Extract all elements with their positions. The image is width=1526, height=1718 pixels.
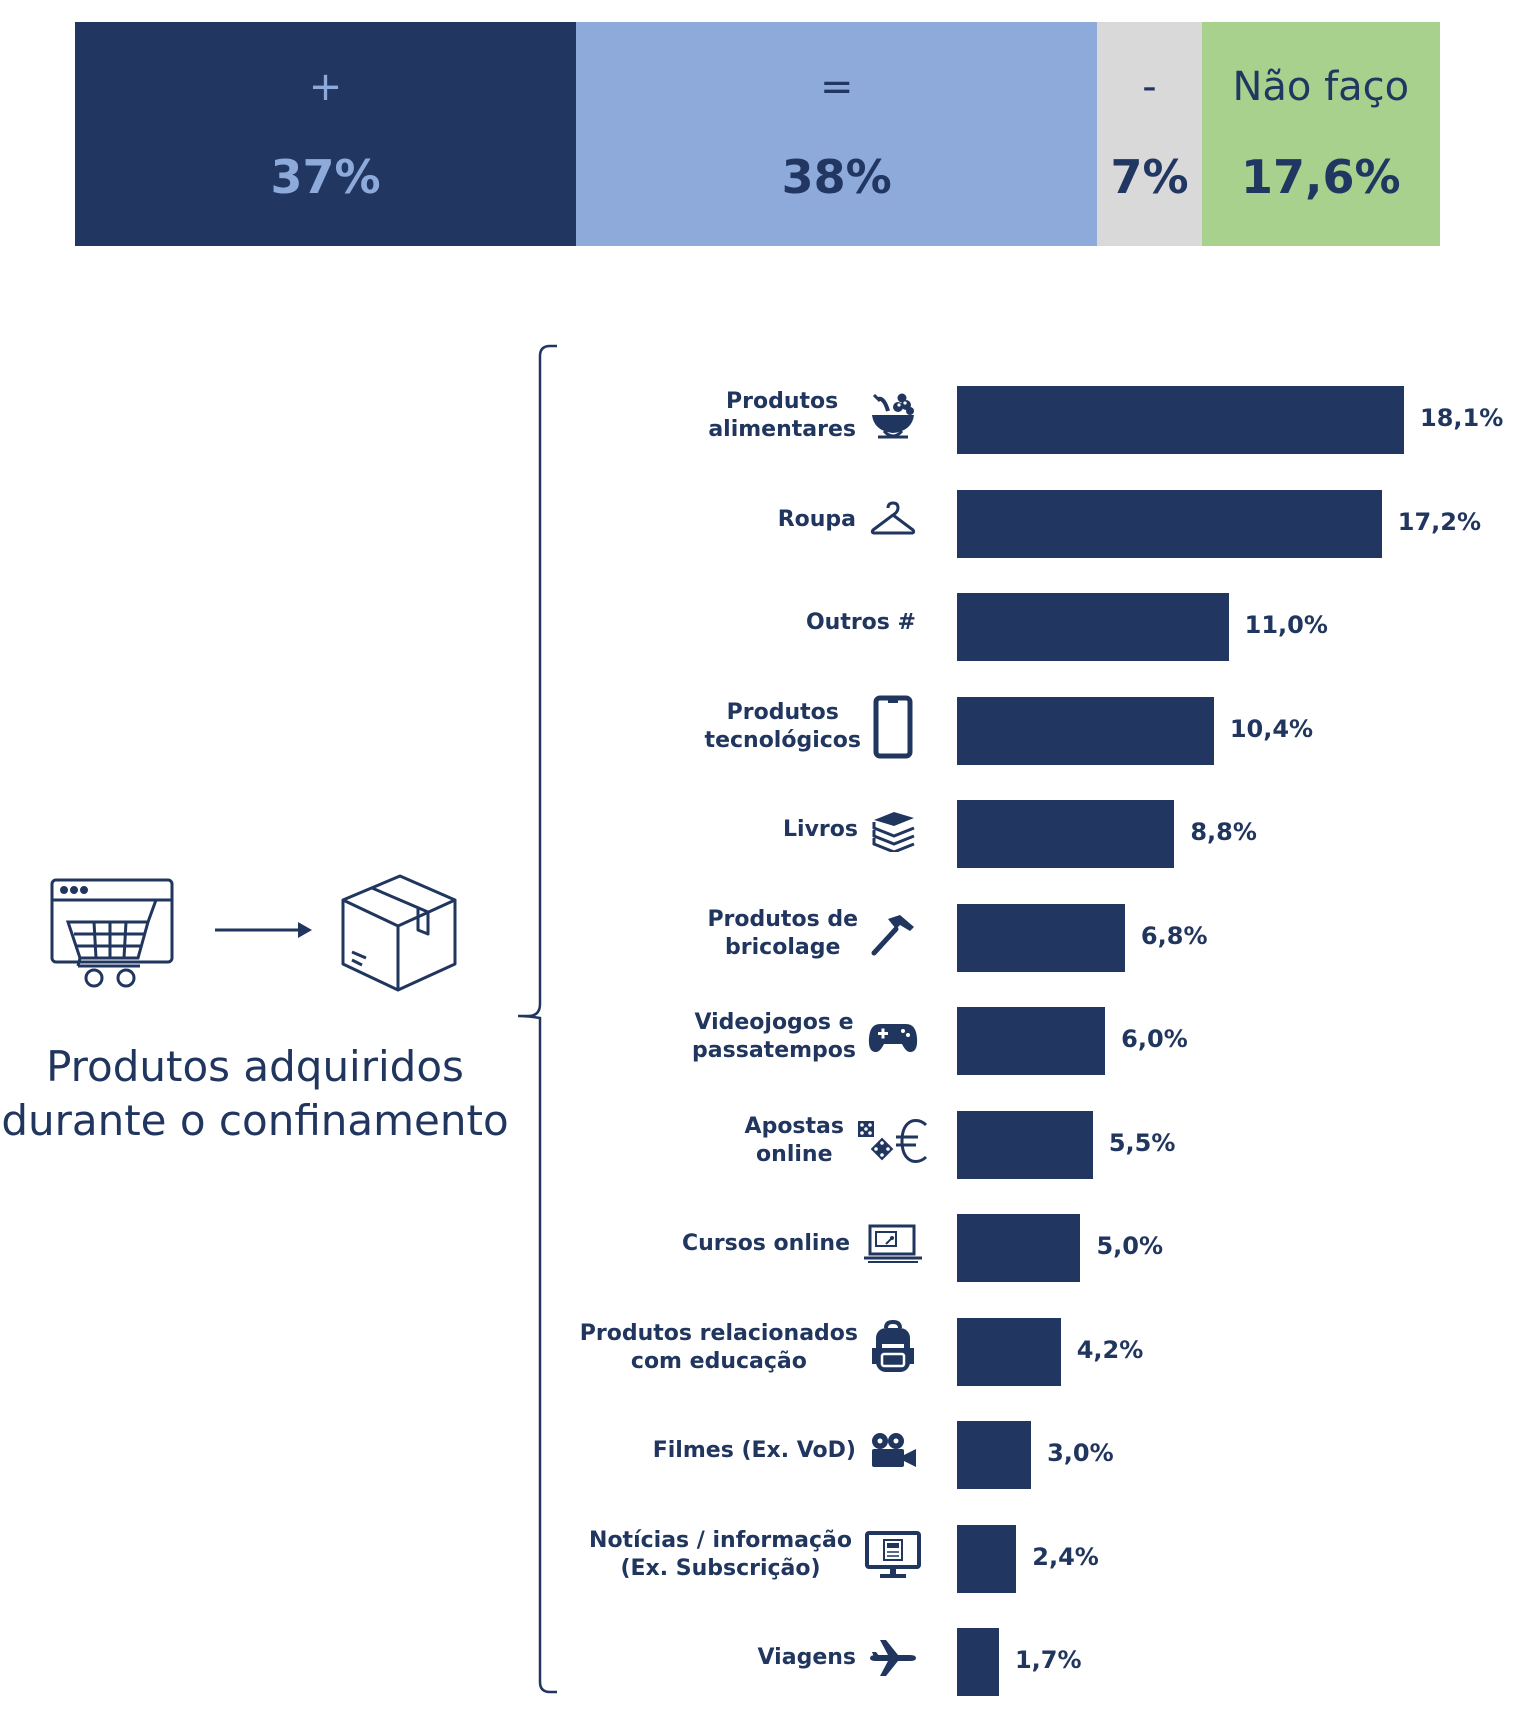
summary-segment-symbol: Não faço xyxy=(1232,64,1410,110)
category-label-line: Cursos online xyxy=(681,1231,850,1256)
bar-value-label: 8,8% xyxy=(1190,818,1257,846)
category-label: Produtos tecnológicos xyxy=(705,699,861,755)
bar-value-label: 2,4% xyxy=(1032,1542,1099,1571)
hammer-icon xyxy=(871,914,914,955)
shopping-cart-window-icon xyxy=(50,878,174,988)
summary-segment-symbol: - xyxy=(1142,64,1157,110)
category-label-line: Roupa xyxy=(777,506,856,532)
category-label: Notícias / informação (Ex. Subscrição) xyxy=(589,1527,852,1583)
bar-value-label: 18,1% xyxy=(1420,404,1504,432)
summary-segment-1: +37% xyxy=(75,22,577,246)
package-box-icon xyxy=(341,874,457,992)
category-label-line: Apostas xyxy=(744,1113,844,1139)
category-label-line: bricolage xyxy=(725,934,841,960)
smartphone-icon xyxy=(873,695,913,758)
bar-value-label: 4,2% xyxy=(1076,1335,1144,1364)
summary-segment-3: - 7% xyxy=(1097,22,1202,246)
left-title: Produtos adquiridos durante o confinamen… xyxy=(0,1040,510,1148)
bar xyxy=(957,489,1382,558)
category-label: Livros xyxy=(783,816,858,844)
bar xyxy=(957,593,1229,661)
bar-value-label: 6,0% xyxy=(1121,1025,1188,1053)
left-title-line-2: durante o confinamento xyxy=(1,1096,509,1145)
backpack-icon xyxy=(872,1319,914,1372)
summary-segment-4: Não faço 17,6% xyxy=(1201,22,1440,246)
fruit-basket-icon xyxy=(872,393,914,439)
bar xyxy=(957,903,1125,972)
category-label: Videojogos e passatempos xyxy=(692,1009,856,1065)
film-camera-icon xyxy=(872,1433,916,1467)
category-label: Filmes (Ex. VoD) xyxy=(653,1437,856,1465)
bar-value-label: 10,4% xyxy=(1229,714,1314,743)
bar xyxy=(957,1628,999,1696)
category-label-line: Produtos xyxy=(726,699,839,725)
bar xyxy=(957,1317,1061,1386)
bar-value-label: 1,7% xyxy=(1014,1646,1082,1674)
online-purchase-illustration xyxy=(50,874,457,992)
category-label: Apostas online xyxy=(745,1113,844,1169)
bar xyxy=(957,1524,1017,1593)
category-label-line: Outros # xyxy=(805,610,916,635)
laptop-icon xyxy=(864,1224,922,1263)
airplane-icon xyxy=(870,1640,916,1676)
gamepad-icon xyxy=(868,1024,918,1052)
bar xyxy=(957,1214,1081,1282)
category-label-line: tecnológicos xyxy=(704,727,861,753)
summary-segment-value: 7% xyxy=(1110,150,1189,204)
bar xyxy=(957,1421,1032,1489)
category-label: Produtos relacionados com educação xyxy=(580,1320,858,1376)
category-label: Viagens xyxy=(758,1644,856,1672)
grouping-bracket xyxy=(517,344,557,1694)
category-label: Roupa xyxy=(778,506,856,534)
bar xyxy=(957,1007,1106,1075)
bar-value-label: 17,2% xyxy=(1397,507,1482,536)
summary-segment-value: 17,6% xyxy=(1241,150,1401,204)
summary-segment-2: = 38% xyxy=(576,22,1098,246)
bar-value-label: 5,0% xyxy=(1096,1232,1164,1260)
bar-value-label: 6,8% xyxy=(1140,921,1208,950)
dice-euro-icon xyxy=(858,1118,928,1163)
arrow-right-icon xyxy=(215,922,312,938)
category-label-line: Produtos de xyxy=(707,906,858,932)
category-label: Produtos de bricolage xyxy=(707,906,858,962)
bar xyxy=(957,800,1175,868)
summary-stacked-bar: +37% = 38% - 7% Não faço 17,6% xyxy=(75,22,1440,246)
bar-value-label: 11,0% xyxy=(1244,611,1328,639)
bar xyxy=(957,696,1214,765)
left-title-line-1: Produtos adquiridos xyxy=(46,1042,464,1091)
category-label-line: passatempos xyxy=(692,1038,856,1063)
category-label-line: (Ex. Subscrição) xyxy=(620,1555,821,1581)
category-label-line: alimentares xyxy=(708,417,856,442)
monitor-news-icon xyxy=(865,1530,921,1578)
summary-segment-symbol: = xyxy=(819,64,854,110)
bar-value-label: 5,5% xyxy=(1108,1128,1176,1157)
category-label-line: Notícias / informação xyxy=(589,1527,852,1553)
bar xyxy=(957,386,1404,454)
category-label-line: Filmes (Ex. VoD) xyxy=(652,1438,856,1463)
category-label-line: com educação xyxy=(630,1348,807,1374)
summary-segment-value: 37% xyxy=(270,150,381,204)
summary-segment-value: 38% xyxy=(781,150,892,204)
hanger-icon xyxy=(870,501,916,534)
category-label: Cursos online xyxy=(682,1230,850,1258)
category-label: Outros # xyxy=(806,609,916,637)
books-icon xyxy=(872,812,915,852)
bar-value-label: 3,0% xyxy=(1047,1439,1114,1467)
category-label: Produtos alimentares xyxy=(708,388,856,444)
summary-segment-symbol: + xyxy=(308,64,343,110)
category-label-line: Produtos xyxy=(726,389,839,414)
category-label-line: Viagens xyxy=(757,1645,856,1670)
category-label-line: Videojogos e xyxy=(694,1010,854,1035)
category-label-line: Produtos relacionados xyxy=(579,1320,858,1346)
category-label-line: online xyxy=(756,1141,833,1167)
category-label-line: Livros xyxy=(783,817,858,842)
bar xyxy=(957,1110,1093,1179)
